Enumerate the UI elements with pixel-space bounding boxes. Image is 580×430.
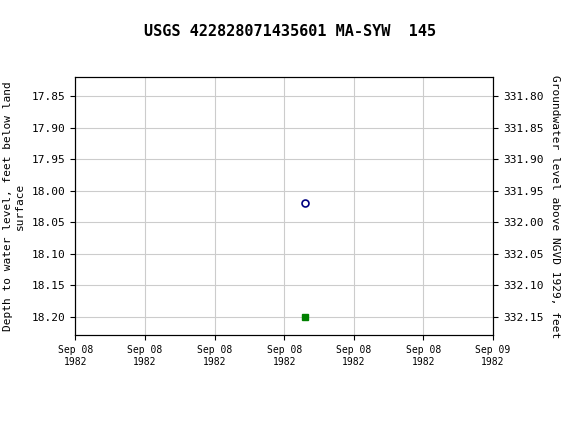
Y-axis label: Groundwater level above NGVD 1929, feet: Groundwater level above NGVD 1929, feet bbox=[550, 75, 560, 338]
Text: USGS 422828071435601 MA-SYW  145: USGS 422828071435601 MA-SYW 145 bbox=[144, 24, 436, 39]
Y-axis label: Depth to water level, feet below land
surface: Depth to water level, feet below land su… bbox=[3, 82, 25, 331]
Text: ≡USGS: ≡USGS bbox=[17, 10, 76, 29]
